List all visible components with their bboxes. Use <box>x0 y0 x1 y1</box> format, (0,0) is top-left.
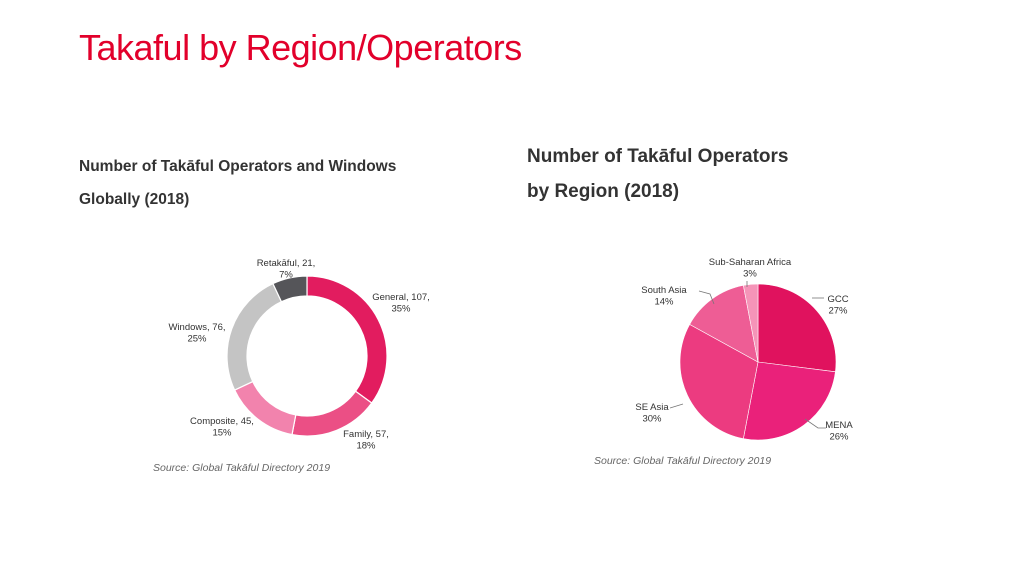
right-chart-heading-line-1: Number of Takāful Operators <box>527 146 789 167</box>
region-pie-slice-se-asia <box>679 324 759 439</box>
right-chart-heading-line-2: by Region (2018) <box>527 181 680 202</box>
region-pie-label-text-mena-2: 26% <box>829 432 849 443</box>
left-chart-heading-line-1: Number of Takāful Operators and Windows <box>79 158 397 175</box>
region-pie-slice-mena <box>743 361 836 441</box>
operators-donut-label-text-general-2: 35% <box>391 304 411 315</box>
operators-donut-label-text-windows-2: 25% <box>187 334 207 345</box>
region-pie-chart <box>679 283 837 441</box>
operators-donut-label-family: Family, 57,18% <box>343 429 389 452</box>
operators-donut-chart <box>226 275 388 437</box>
region-pie-label-text-mena-1: MENA <box>825 420 853 431</box>
operators-donut-label-text-family-1: Family, 57, <box>343 429 389 440</box>
region-pie-leader-mena <box>804 418 826 429</box>
region-pie-label-text-se-asia-1: SE Asia <box>635 402 669 413</box>
region-pie-label-text-south-asia-2: 14% <box>654 297 674 308</box>
region-pie-label-text-se-asia-2: 30% <box>642 414 662 425</box>
region-pie-label-text-gcc-1: GCC <box>827 294 848 305</box>
region-pie-label-text-sub-saharan-africa-1: Sub-Saharan Africa <box>709 257 792 268</box>
operators-donut-label-text-family-2: 18% <box>356 441 376 452</box>
region-pie-leader-se-asia <box>669 403 684 409</box>
operators-donut-label-text-windows-1: Windows, 76, <box>168 322 225 333</box>
operators-donut-labels: General, 107,35% Family, 57,18% Composite,… <box>168 258 429 452</box>
region-pie-slice-gcc <box>757 283 837 373</box>
operators-donut-slice-retak-ful <box>272 275 308 303</box>
left-chart-heading-line-2: Globally (2018) <box>79 191 190 208</box>
operators-donut-label-general: General, 107,35% <box>372 292 430 315</box>
region-pie-label-text-gcc-2: 27% <box>828 306 848 317</box>
right-chart-source: Source: Global Takāful Directory 2019 <box>594 455 772 467</box>
operators-donut-label-composite: Composite, 45,15% <box>190 416 254 439</box>
operators-donut-slice-windows <box>226 282 283 391</box>
region-pie-leader-south-asia <box>698 290 715 305</box>
operators-donut-label-text-general-1: General, 107, <box>372 292 430 303</box>
slide-title: Takaful by Region/Operators <box>79 27 522 68</box>
operators-donut-label-windows: Windows, 76,25% <box>168 322 225 345</box>
right-chart-heading: Number of Takāful Operators by Region (2… <box>527 139 927 209</box>
operators-donut-label-text-retak-ful-2: 7% <box>279 270 293 281</box>
operators-donut-label-retak-ful: Retakāful, 21,7% <box>257 258 316 281</box>
operators-donut-label-text-composite-1: Composite, 45, <box>190 416 254 427</box>
left-chart-heading: Number of Takāful Operators and Windows … <box>79 150 499 216</box>
region-pie-label-text-south-asia-1: South Asia <box>641 285 687 296</box>
region-pie-slice-sub-saharan-africa <box>743 283 759 363</box>
operators-donut-label-text-retak-ful-1: Retakāful, 21, <box>257 258 316 269</box>
region-pie-label-text-sub-saharan-africa-2: 3% <box>743 269 757 280</box>
operators-donut-label-text-composite-2: 15% <box>212 428 232 439</box>
left-chart-source: Source: Global Takāful Directory 2019 <box>153 462 331 474</box>
